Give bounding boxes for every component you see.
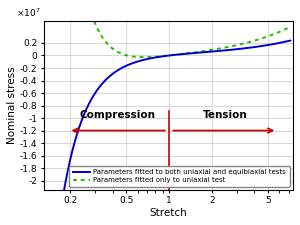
Text: $\times10^7$: $\times10^7$ xyxy=(16,7,41,19)
Parameters fitted to both uniaxial and equibiaxial tests xyxy=(237,48,240,50)
Text: Tension: Tension xyxy=(203,110,248,120)
Parameters fitted to both uniaxial and equibiaxial tests xyxy=(157,56,160,58)
Parameters fitted only to uniaxial test xyxy=(282,29,285,32)
Parameters fitted only to uniaxial test xyxy=(142,56,146,58)
Line: Parameters fitted only to uniaxial test: Parameters fitted only to uniaxial test xyxy=(46,0,290,57)
Parameters fitted to both uniaxial and equibiaxial tests xyxy=(281,41,285,43)
Parameters fitted to both uniaxial and equibiaxial tests xyxy=(289,39,292,42)
Y-axis label: Nominal stress: Nominal stress xyxy=(7,67,17,144)
Parameters fitted only to uniaxial test xyxy=(163,54,167,57)
Parameters fitted only to uniaxial test xyxy=(157,55,160,58)
Parameters fitted only to uniaxial test xyxy=(282,29,285,31)
Line: Parameters fitted to both uniaxial and equibiaxial tests: Parameters fitted to both uniaxial and e… xyxy=(46,40,290,225)
Parameters fitted to both uniaxial and equibiaxial tests xyxy=(57,224,60,225)
Parameters fitted only to uniaxial test xyxy=(289,25,292,28)
Text: Compression: Compression xyxy=(79,110,155,120)
X-axis label: Stretch: Stretch xyxy=(149,208,187,218)
Parameters fitted to both uniaxial and equibiaxial tests xyxy=(282,41,285,43)
Parameters fitted to both uniaxial and equibiaxial tests xyxy=(163,55,167,57)
Parameters fitted only to uniaxial test xyxy=(237,43,241,46)
Legend: Parameters fitted to both uniaxial and equibiaxial tests, Parameters fitted only: Parameters fitted to both uniaxial and e… xyxy=(69,166,290,187)
